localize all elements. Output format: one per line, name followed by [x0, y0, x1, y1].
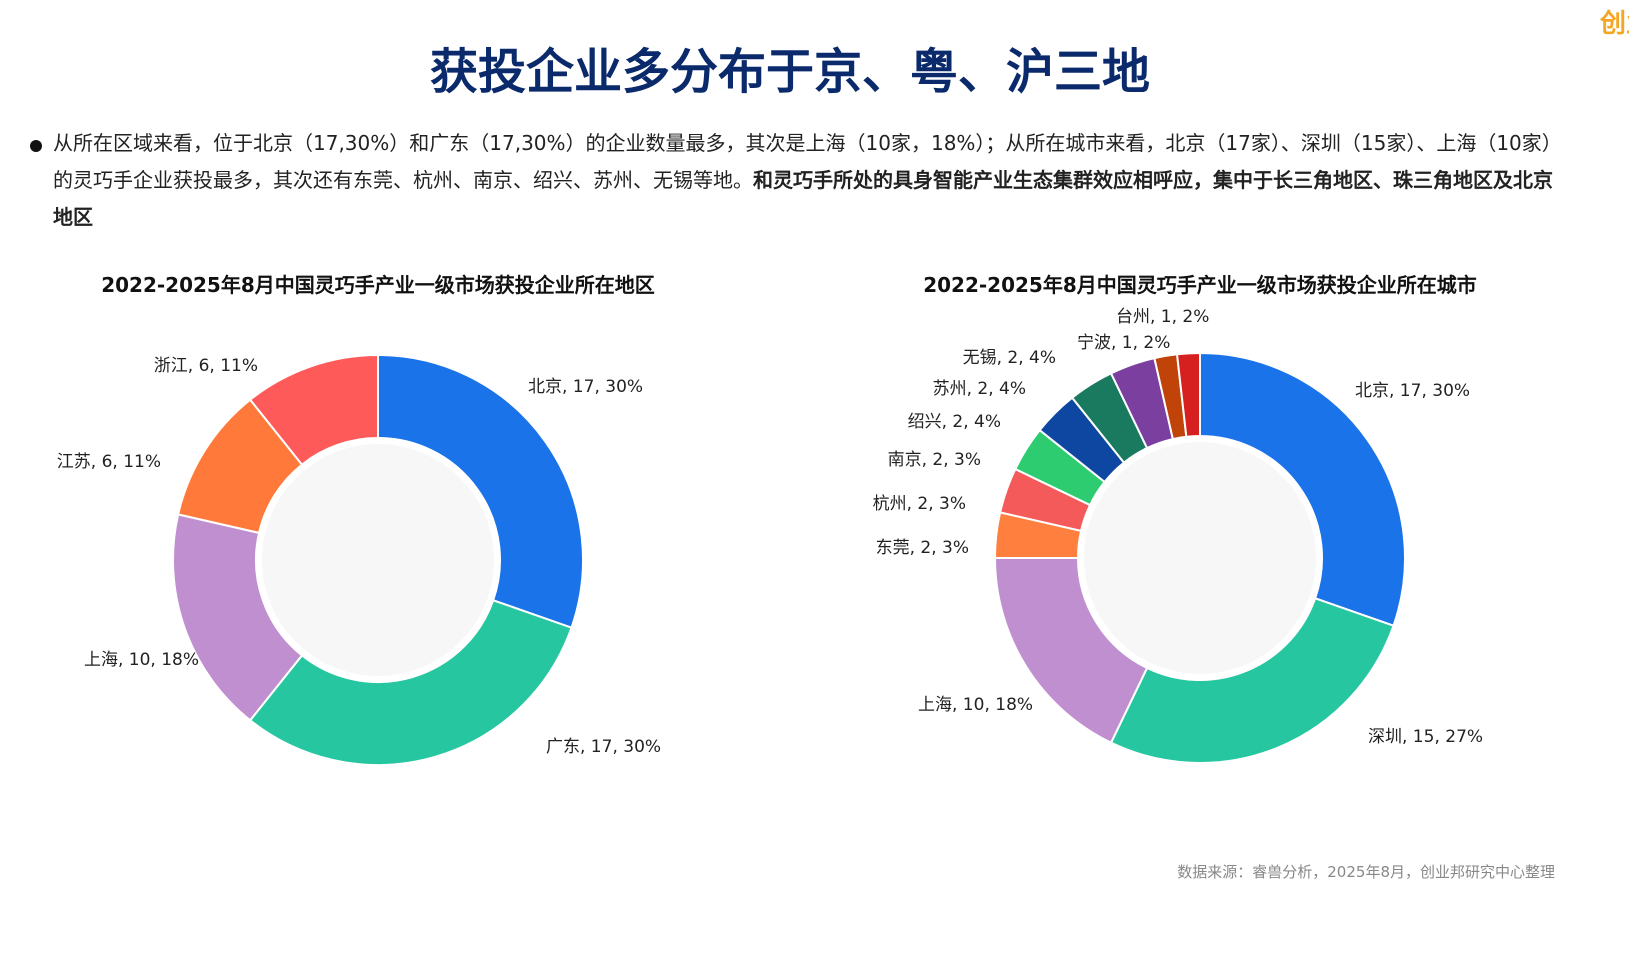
data-label: 台州, 1, 2%	[1116, 307, 1209, 327]
chart-title: 2022-2025年8月中国灵巧手产业一级市场获投企业所在地区	[101, 273, 655, 297]
data-label: 浙江, 6, 11%	[154, 356, 258, 376]
slide-title: 获投企业多分布于京、粤、沪三地	[430, 44, 1150, 100]
donut-slice	[1199, 351, 1406, 627]
donut-slice	[248, 599, 573, 766]
data-label: 东莞, 2, 3%	[876, 538, 969, 558]
data-label: 广东, 17, 30%	[546, 737, 661, 757]
bullet-bold: 和灵巧手所处的具身智能产业生态集群效应相呼应，集中于长三角地区、珠三角地区及北京…	[53, 168, 1553, 229]
data-label: 北京, 17, 30%	[528, 377, 643, 397]
data-label: 苏州, 2, 4%	[933, 379, 1026, 399]
data-label: 深圳, 15, 27%	[1368, 727, 1483, 747]
data-label: 南京, 2, 3%	[888, 450, 981, 470]
donut-slice	[377, 353, 584, 629]
data-label: 上海, 10, 18%	[84, 650, 199, 670]
bullet-normal: 从所在区域来看，位于北京（17,30%）和广东（17,30%）的企业数量最多，其…	[53, 131, 1552, 192]
donut-slice	[993, 557, 1149, 745]
donut-slice	[172, 513, 304, 722]
data-label: 绍兴, 2, 4%	[908, 412, 1001, 432]
donut-slice	[1175, 351, 1201, 438]
donut-slice	[248, 353, 379, 467]
logo: 创业	[1599, 9, 1629, 39]
center-map-area	[262, 444, 494, 676]
donut-slice	[1109, 597, 1395, 764]
data-label: 宁波, 1, 2%	[1077, 333, 1170, 353]
bullet-dot	[30, 140, 42, 152]
data-label: 江苏, 6, 11%	[57, 452, 161, 472]
data-label: 无锡, 2, 4%	[963, 348, 1056, 368]
data-label: 杭州, 2, 3%	[873, 494, 966, 514]
data-label: 上海, 10, 18%	[918, 695, 1033, 715]
source: 数据来源：睿兽分析，2025年8月，创业邦研究中心整理	[1177, 863, 1555, 881]
bullet-text: 从所在区域来看，位于北京（17,30%）和广东（17,30%）的企业数量最多，其…	[53, 125, 1558, 236]
data-label: 北京, 17, 30%	[1355, 381, 1470, 401]
center-map-area	[1084, 442, 1316, 674]
chart-title: 2022-2025年8月中国灵巧手产业一级市场获投企业所在城市	[923, 273, 1477, 297]
